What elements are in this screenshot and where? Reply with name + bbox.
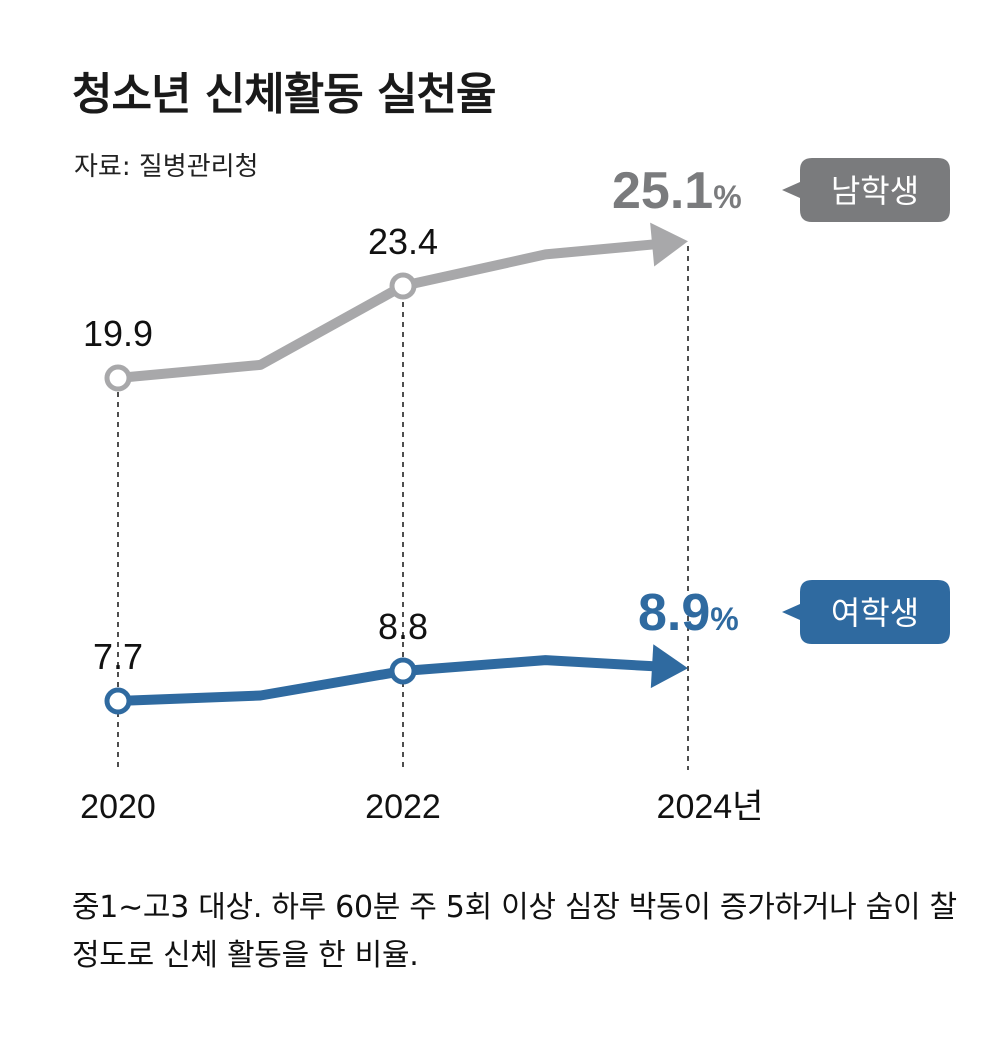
x-tick-label: 2020 bbox=[80, 788, 156, 826]
data-label: 8.8 bbox=[378, 606, 428, 647]
data-point-marker bbox=[389, 272, 417, 300]
source-label: 자료: 질병관리청 bbox=[74, 152, 259, 182]
series-arrowhead-0 bbox=[650, 222, 688, 267]
end-value-label-1: 8.9% bbox=[638, 584, 739, 642]
data-label: 19.9 bbox=[83, 313, 153, 354]
series-arrowhead-1 bbox=[650, 644, 688, 689]
data-label: 7.7 bbox=[93, 636, 143, 677]
x-tick-label: 2024년 bbox=[657, 788, 764, 826]
footnote: 중1∼고3 대상. 하루 60분 주 5회 이상 심장 박동이 증가하거나 숨이… bbox=[72, 890, 957, 973]
data-label: 23.4 bbox=[368, 221, 438, 262]
series-tag-label-1: 여학생 bbox=[831, 594, 919, 632]
line-chart: 2020 2022 2024년 19.9 23.4 25.1% 남학생 7.7 8.8 8.9% 여… bbox=[80, 158, 950, 826]
series-line-1 bbox=[113, 655, 662, 706]
data-point-marker bbox=[104, 687, 132, 715]
series-tag-1 bbox=[782, 580, 950, 644]
chart-title: 청소년 신체활동 실천율 bbox=[72, 69, 496, 120]
series-tag-label-0: 남학생 bbox=[831, 172, 919, 210]
data-point-marker bbox=[104, 364, 132, 392]
end-value-label-0: 25.1% bbox=[612, 162, 742, 220]
series-tag-0 bbox=[782, 158, 950, 222]
data-point-marker bbox=[389, 657, 417, 685]
series-line-0 bbox=[113, 239, 662, 383]
x-tick-label: 2022 bbox=[365, 788, 441, 826]
